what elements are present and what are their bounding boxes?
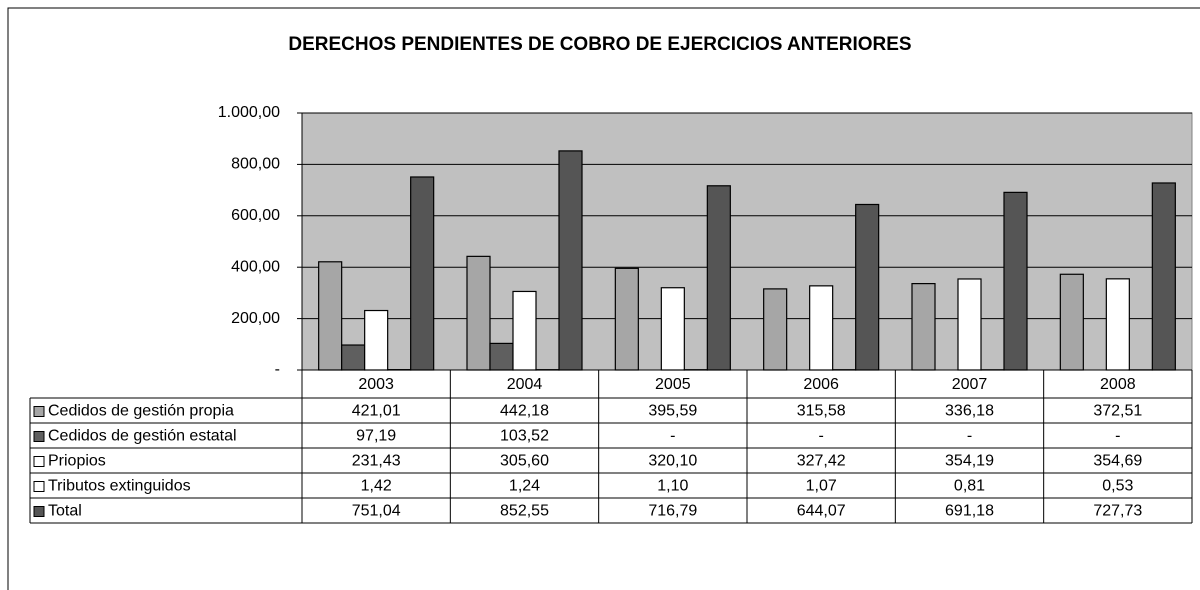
bar	[318, 261, 343, 371]
table-value: -	[819, 428, 824, 445]
legend-label: Cedidos de gestión propia	[48, 403, 234, 420]
y-tick-label: -	[275, 361, 280, 378]
bar	[1105, 278, 1130, 371]
bar	[763, 288, 788, 371]
chart-title: DERECHOS PENDIENTES DE COBRO DE EJERCICI…	[288, 34, 911, 55]
table-value: 97,19	[356, 428, 396, 445]
y-tick-label: 800,00	[231, 156, 280, 173]
legend-key	[33, 481, 45, 492]
legend-label: Total	[48, 503, 82, 520]
bar	[466, 255, 491, 371]
legend-key	[33, 431, 45, 442]
bar	[410, 176, 435, 371]
bar	[706, 185, 731, 371]
table-value: 231,43	[352, 453, 401, 470]
table-value: -	[1115, 428, 1120, 445]
table-value: 852,55	[500, 503, 549, 520]
chart-frame	[7, 7, 1200, 590]
bar	[1003, 191, 1028, 371]
x-tick-label: 2006	[803, 376, 839, 393]
table-value: -	[670, 428, 675, 445]
plot-area	[301, 112, 1193, 371]
table-value: 0,81	[954, 478, 985, 495]
table-value: 320,10	[648, 453, 697, 470]
table-value: 327,42	[797, 453, 846, 470]
bar	[855, 203, 880, 371]
legend-key	[33, 406, 45, 417]
table-value: 372,51	[1093, 403, 1142, 420]
legend-label: Cedidos de gestión estatal	[48, 428, 237, 445]
legend-key	[33, 456, 45, 467]
table-value: 354,19	[945, 453, 994, 470]
table-value: 395,59	[648, 403, 697, 420]
table-value: 691,18	[945, 503, 994, 520]
y-tick-label: 600,00	[231, 207, 280, 224]
bar	[614, 267, 639, 371]
table-value: 354,69	[1093, 453, 1142, 470]
x-tick-label: 2007	[952, 376, 988, 393]
table-value: 1,07	[806, 478, 837, 495]
table-value: 442,18	[500, 403, 549, 420]
y-tick-label: 1.000,00	[218, 104, 280, 121]
y-tick-label: 200,00	[231, 310, 280, 327]
legend-label: Tributos extinguidos	[48, 478, 191, 495]
bar	[957, 278, 982, 371]
table-value: 336,18	[945, 403, 994, 420]
x-tick-label: 2005	[655, 376, 691, 393]
table-value: 1,10	[657, 478, 688, 495]
x-tick-label: 2008	[1100, 376, 1136, 393]
table-value: -	[967, 428, 972, 445]
bar	[1151, 182, 1176, 371]
table-value: 1,24	[509, 478, 540, 495]
bar	[660, 287, 685, 371]
bar	[512, 290, 537, 371]
bar	[558, 150, 583, 371]
bar	[489, 342, 514, 371]
table-value: 727,73	[1093, 503, 1142, 520]
y-tick-label: 400,00	[231, 258, 280, 275]
table-value: 421,01	[352, 403, 401, 420]
bar	[364, 309, 389, 371]
table-value: 315,58	[797, 403, 846, 420]
bar	[809, 285, 834, 371]
legend-label: Priopios	[48, 453, 106, 470]
x-tick-label: 2003	[358, 376, 394, 393]
table-value: 1,42	[361, 478, 392, 495]
table-value: 644,07	[797, 503, 846, 520]
table-value: 716,79	[648, 503, 697, 520]
x-tick-label: 2004	[507, 376, 543, 393]
table-value: 305,60	[500, 453, 549, 470]
bar	[911, 283, 936, 371]
bar	[341, 344, 366, 371]
table-value: 0,53	[1102, 478, 1133, 495]
legend-key	[33, 506, 45, 517]
table-value: 751,04	[352, 503, 401, 520]
table-value: 103,52	[500, 428, 549, 445]
bar	[1059, 273, 1084, 371]
